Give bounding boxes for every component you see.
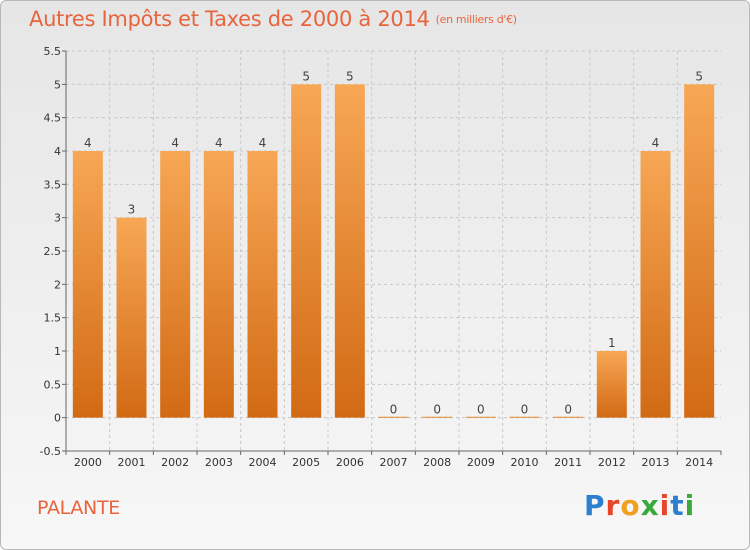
data-label-2013: 4 <box>652 136 660 150</box>
bar-2008 <box>422 416 453 418</box>
y-tick-label: 2 <box>54 278 61 291</box>
bar-2009 <box>465 416 496 418</box>
x-tick-label: 2011 <box>554 456 582 469</box>
axes <box>62 50 722 455</box>
bar-2013 <box>640 151 671 418</box>
x-tick-label: 2014 <box>685 456 713 469</box>
chart-title-text: Autres Impôts et Taxes de 2000 à 2014 <box>29 7 430 31</box>
data-label-2008: 0 <box>433 403 441 417</box>
proxiti-logo: Proxiti <box>584 489 695 522</box>
x-tick-label: 2005 <box>292 456 320 469</box>
logo-letter: t <box>670 489 685 522</box>
bar-2000 <box>72 151 103 418</box>
y-tick-label: 1.5 <box>44 312 62 325</box>
bar-2010 <box>509 416 540 418</box>
y-tick-label: 3.5 <box>44 178 62 191</box>
y-tick-label: 0 <box>54 412 61 425</box>
x-tick-label: 2004 <box>249 456 277 469</box>
y-tick-label: 4 <box>54 145 61 158</box>
x-tick-label: 2009 <box>467 456 495 469</box>
x-tick-label: 2008 <box>423 456 451 469</box>
x-tick-label: 2006 <box>336 456 364 469</box>
x-tick-label: 2003 <box>205 456 233 469</box>
x-tick-label: 2001 <box>118 456 146 469</box>
data-label-2009: 0 <box>477 403 485 417</box>
y-tick-label: 4.5 <box>44 112 62 125</box>
commune-name: PALANTE <box>37 497 120 519</box>
bar-2007 <box>378 416 409 418</box>
bar-2006 <box>334 84 365 418</box>
y-tick-label: 5.5 <box>44 45 62 58</box>
y-tick-label: 5 <box>54 78 61 91</box>
data-label-2006: 5 <box>346 69 354 83</box>
data-label-2005: 5 <box>302 69 310 83</box>
data-label-2007: 0 <box>390 403 398 417</box>
y-tick-label: 2.5 <box>44 245 62 258</box>
bar-2005 <box>291 84 322 418</box>
x-tick-label: 2007 <box>380 456 408 469</box>
x-tick-label: 2012 <box>598 456 626 469</box>
chart-unit-note: (en milliers d'€) <box>435 13 517 26</box>
x-tick-labels: 2000 2001 2002 2003 2004 2005 2006 2007 2008 2009… <box>74 456 713 469</box>
data-label-2012: 1 <box>608 336 616 350</box>
data-labels: 4 3 4 4 4 5 5 0 0 0 0 0 1 4 5 <box>84 69 703 416</box>
logo-letter: x <box>640 489 660 522</box>
data-label-2003: 4 <box>215 136 223 150</box>
logo-letter: i <box>659 489 671 522</box>
data-label-2004: 4 <box>259 136 267 150</box>
x-tick-label: 2013 <box>642 456 670 469</box>
bar-2003 <box>203 151 234 418</box>
data-label-2014: 5 <box>695 69 703 83</box>
logo-letter: i <box>684 489 696 522</box>
y-tick-label: 0.5 <box>44 378 62 391</box>
data-label-2000: 4 <box>84 136 92 150</box>
chart-title: Autres Impôts et Taxes de 2000 à 2014 (en… <box>29 7 517 31</box>
bar-2002 <box>160 151 191 418</box>
y-tick-labels: -0.5 0 0.5 1 1.5 2 2.5 3 3.5 4 4.5 5 5.5 <box>40 45 61 458</box>
data-label-2010: 0 <box>521 403 529 417</box>
bar-2014 <box>684 84 715 418</box>
logo-letter: o <box>620 489 641 522</box>
bar-2004 <box>247 151 278 418</box>
bar-2012 <box>596 351 627 418</box>
y-tick-label: -0.5 <box>40 445 61 458</box>
logo-letter: r <box>605 489 621 522</box>
y-tick-label: 3 <box>54 212 61 225</box>
x-tick-label: 2002 <box>161 456 189 469</box>
data-label-2001: 3 <box>128 203 136 217</box>
bar-2001 <box>116 217 147 418</box>
bars <box>72 84 715 418</box>
bar-2011 <box>553 416 584 418</box>
x-tick-label: 2010 <box>511 456 539 469</box>
x-tick-label: 2000 <box>74 456 102 469</box>
logo-letter: P <box>584 489 606 522</box>
y-tick-label: 1 <box>54 345 61 358</box>
data-label-2002: 4 <box>171 136 179 150</box>
data-label-2011: 0 <box>564 403 572 417</box>
